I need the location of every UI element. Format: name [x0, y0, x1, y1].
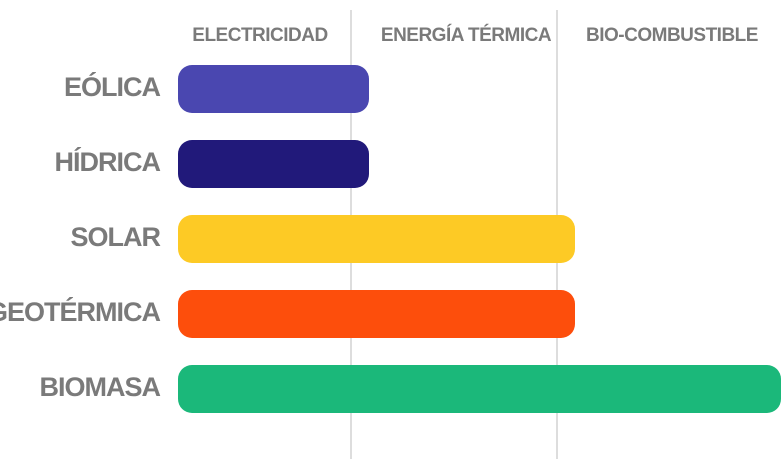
row-label: BIOMASA — [40, 372, 161, 402]
row-label: SOLAR — [71, 222, 161, 252]
bar — [178, 65, 369, 113]
row-label: EÓLICA — [64, 71, 161, 102]
bar — [178, 215, 575, 263]
column-header: ELECTRICIDAD — [192, 25, 327, 46]
bar — [178, 290, 575, 338]
row-label: GEOTÉRMICA — [0, 296, 160, 327]
column-header: ENERGÍA TÉRMICA — [381, 24, 552, 46]
bar — [178, 365, 781, 413]
bar — [178, 140, 369, 188]
row-label: HÍDRICA — [55, 146, 161, 177]
column-header: BIO-COMBUSTIBLE — [586, 25, 758, 46]
